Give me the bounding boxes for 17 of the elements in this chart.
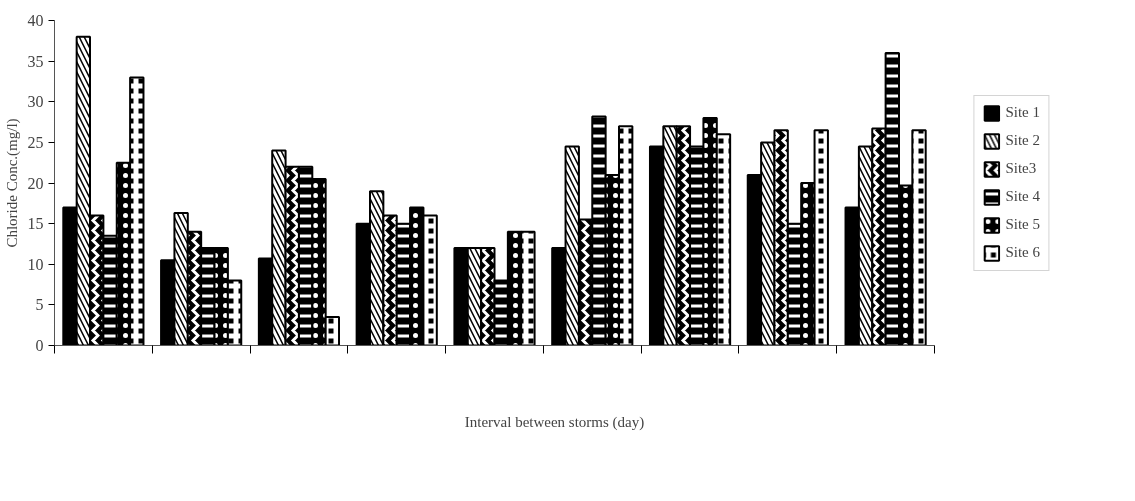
y-tick-label: 20 xyxy=(27,174,44,192)
y-tick-label: 40 xyxy=(27,12,44,29)
legend-label: Site3 xyxy=(1005,160,1037,177)
legend-label: Site 6 xyxy=(1005,244,1040,261)
y-tick-label: 0 xyxy=(35,337,44,354)
legend-label: Site 1 xyxy=(1005,104,1040,121)
x-axis-title: Interval between storms (day) xyxy=(464,413,645,431)
legend-label: Site 2 xyxy=(1005,132,1040,149)
y-tick-label: 15 xyxy=(27,215,44,233)
y-tick-label: 10 xyxy=(27,255,44,273)
legend-label: Site 5 xyxy=(1005,216,1040,233)
legend-label: Site 4 xyxy=(1005,188,1040,205)
y-axis-title: Chloride Conc.(mg/l) xyxy=(3,118,21,248)
y-tick-label: 30 xyxy=(27,93,44,111)
y-tick-label: 5 xyxy=(35,296,44,314)
y-tick-label: 25 xyxy=(27,133,44,151)
y-tick-label: 35 xyxy=(27,52,44,70)
